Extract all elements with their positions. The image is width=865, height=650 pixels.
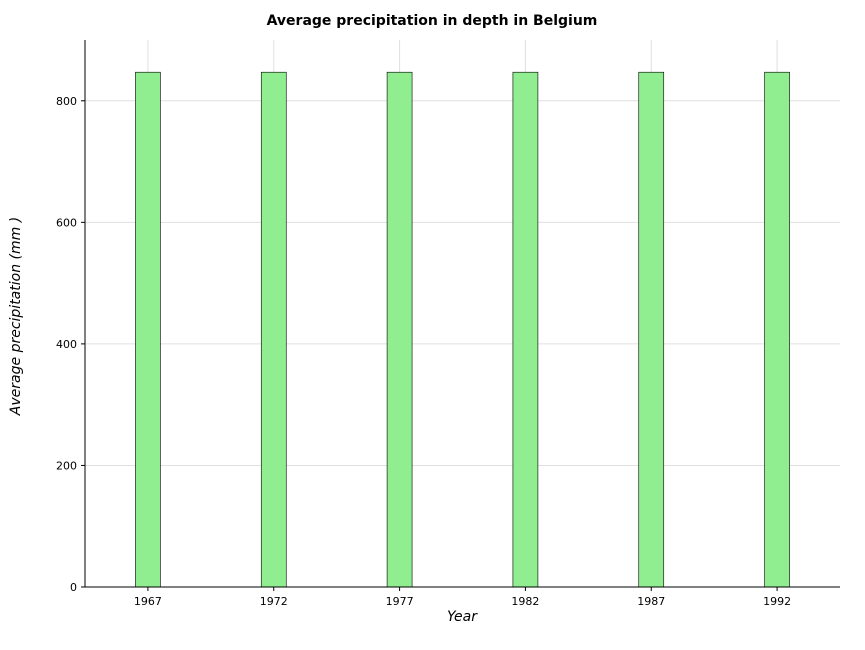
x-axis-label: Year: [447, 609, 478, 625]
bar: [764, 71, 790, 588]
x-tick-label: 1992: [763, 595, 791, 608]
bar: [260, 71, 287, 588]
y-axis-label: Average precipitation (mm ): [8, 217, 24, 416]
x-tick-label: 1967: [134, 595, 162, 608]
bar: [638, 71, 665, 588]
bar: [386, 71, 413, 588]
y-tick-label: 400: [56, 338, 77, 351]
grid: [85, 40, 840, 588]
bar: [512, 71, 539, 588]
y-tick-label: 800: [56, 95, 77, 108]
y-axis-ticks: 0 200 400 600 800: [56, 95, 85, 594]
y-tick-label: 200: [56, 459, 77, 472]
x-tick-label: 1982: [511, 595, 539, 608]
y-tick-label: 600: [56, 216, 77, 229]
bars: [135, 71, 790, 588]
x-tick-label: 1972: [260, 595, 288, 608]
y-tick-label: 0: [70, 581, 77, 594]
x-axis-ticks: 1967 1972 1977 1982 1987 1992: [134, 587, 791, 608]
chart-title: Average precipitation in depth in Belgiu…: [267, 13, 598, 29]
x-tick-label: 1987: [637, 595, 665, 608]
x-tick-label: 1977: [386, 595, 414, 608]
bar: [135, 71, 161, 588]
